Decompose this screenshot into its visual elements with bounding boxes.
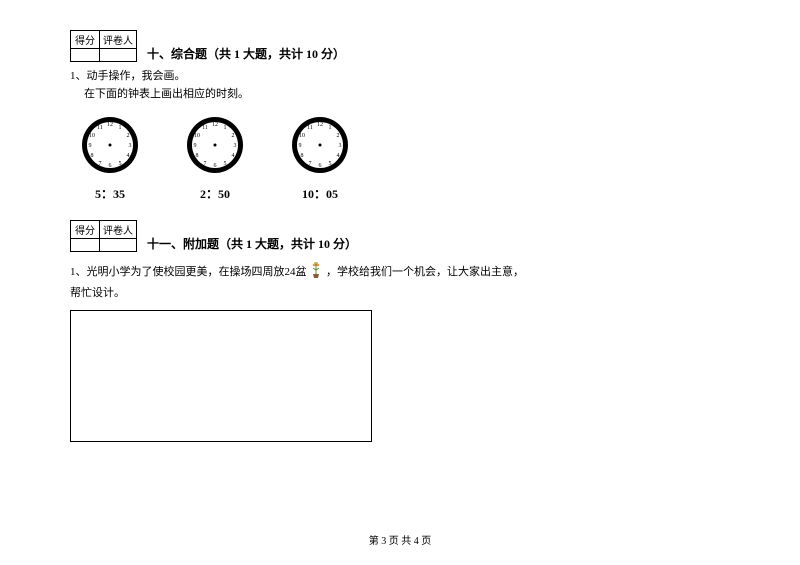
svg-text:6: 6 <box>109 163 112 169</box>
svg-text:7: 7 <box>309 161 312 167</box>
page-footer: 第 3 页 共 4 页 <box>0 532 800 547</box>
svg-text:7: 7 <box>99 161 102 167</box>
score-box-11: 得分 评卷人 <box>70 220 137 252</box>
grader-label: 评卷人 <box>100 221 137 239</box>
section-10-title: 十、综合题（共 1 大题，共计 10 分） <box>147 45 345 62</box>
svg-text:5: 5 <box>119 161 122 167</box>
section-10-header: 得分 评卷人 十、综合题（共 1 大题，共计 10 分） <box>70 30 730 62</box>
clock-2: 12 1 2 3 4 5 6 7 8 9 10 11 2： <box>185 115 245 202</box>
svg-text:9: 9 <box>89 143 92 149</box>
answer-box <box>70 310 372 442</box>
score-cell <box>71 239 100 252</box>
clocks-row: 12 1 2 3 4 5 6 7 8 9 10 11 5： <box>80 115 730 202</box>
grader-cell <box>100 49 137 62</box>
q11-1-part1: 1、光明小学为了使校园更美，在操场四周放24盆 <box>70 266 307 278</box>
svg-text:11: 11 <box>202 125 208 131</box>
svg-text:6: 6 <box>319 163 322 169</box>
svg-text:7: 7 <box>204 161 207 167</box>
svg-text:1: 1 <box>329 125 332 131</box>
svg-text:10: 10 <box>194 133 200 139</box>
svg-text:2: 2 <box>232 133 235 139</box>
svg-text:10: 10 <box>299 133 305 139</box>
clock-1: 12 1 2 3 4 5 6 7 8 9 10 11 5： <box>80 115 140 202</box>
clock-face-1: 12 1 2 3 4 5 6 7 8 9 10 11 <box>80 115 140 175</box>
score-box-10: 得分 评卷人 <box>70 30 137 62</box>
svg-text:4: 4 <box>337 153 340 159</box>
score-cell <box>71 49 100 62</box>
clock-face-3: 12 1 2 3 4 5 6 7 8 9 10 11 <box>290 115 350 175</box>
section-10: 得分 评卷人 十、综合题（共 1 大题，共计 10 分） 1、动手操作，我会画。… <box>70 30 730 202</box>
score-label: 得分 <box>71 31 100 49</box>
clock-2-label: 2：50 <box>200 185 230 202</box>
clock-3: 12 1 2 3 4 5 6 7 8 9 10 11 10 <box>290 115 350 202</box>
svg-text:3: 3 <box>129 143 132 149</box>
section-11-header: 得分 评卷人 十一、附加题（共 1 大题，共计 10 分） <box>70 220 730 252</box>
q11-1-part2: ，学校给我们一个机会，让大家出主意， <box>326 266 524 278</box>
svg-text:3: 3 <box>339 143 342 149</box>
svg-text:12: 12 <box>107 122 113 128</box>
q10-1-line1: 1、动手操作，我会画。 <box>70 68 730 86</box>
svg-text:11: 11 <box>307 125 313 131</box>
svg-text:8: 8 <box>196 153 199 159</box>
svg-text:12: 12 <box>317 122 323 128</box>
section-11-title: 十一、附加题（共 1 大题，共计 10 分） <box>147 235 357 252</box>
q11-1-part3: 帮忙设计。 <box>70 285 730 303</box>
svg-text:1: 1 <box>224 125 227 131</box>
svg-text:8: 8 <box>301 153 304 159</box>
svg-text:2: 2 <box>127 133 130 139</box>
svg-text:10: 10 <box>89 133 95 139</box>
grader-label: 评卷人 <box>100 31 137 49</box>
grader-cell <box>100 239 137 252</box>
svg-text:4: 4 <box>232 153 235 159</box>
svg-text:2: 2 <box>337 133 340 139</box>
svg-text:11: 11 <box>97 125 103 131</box>
svg-text:9: 9 <box>299 143 302 149</box>
q11-1: 1、光明小学为了使校园更美，在操场四周放24盆 ，学校给我们一个机会，让大家出主… <box>70 260 730 285</box>
section-11: 得分 评卷人 十一、附加题（共 1 大题，共计 10 分） 1、光明小学为了使校… <box>70 220 730 442</box>
svg-text:5: 5 <box>329 161 332 167</box>
svg-text:3: 3 <box>234 143 237 149</box>
svg-text:6: 6 <box>214 163 217 169</box>
score-label: 得分 <box>71 221 100 239</box>
svg-text:9: 9 <box>194 143 197 149</box>
flower-icon <box>309 260 323 285</box>
clock-1-label: 5：35 <box>95 185 125 202</box>
clock-face-2: 12 1 2 3 4 5 6 7 8 9 10 11 <box>185 115 245 175</box>
svg-text:12: 12 <box>212 122 218 128</box>
svg-text:5: 5 <box>224 161 227 167</box>
svg-text:4: 4 <box>127 153 130 159</box>
q10-1-line2: 在下面的钟表上画出相应的时刻。 <box>84 86 730 104</box>
svg-text:8: 8 <box>91 153 94 159</box>
svg-text:1: 1 <box>119 125 122 131</box>
clock-3-label: 10：05 <box>302 185 338 202</box>
